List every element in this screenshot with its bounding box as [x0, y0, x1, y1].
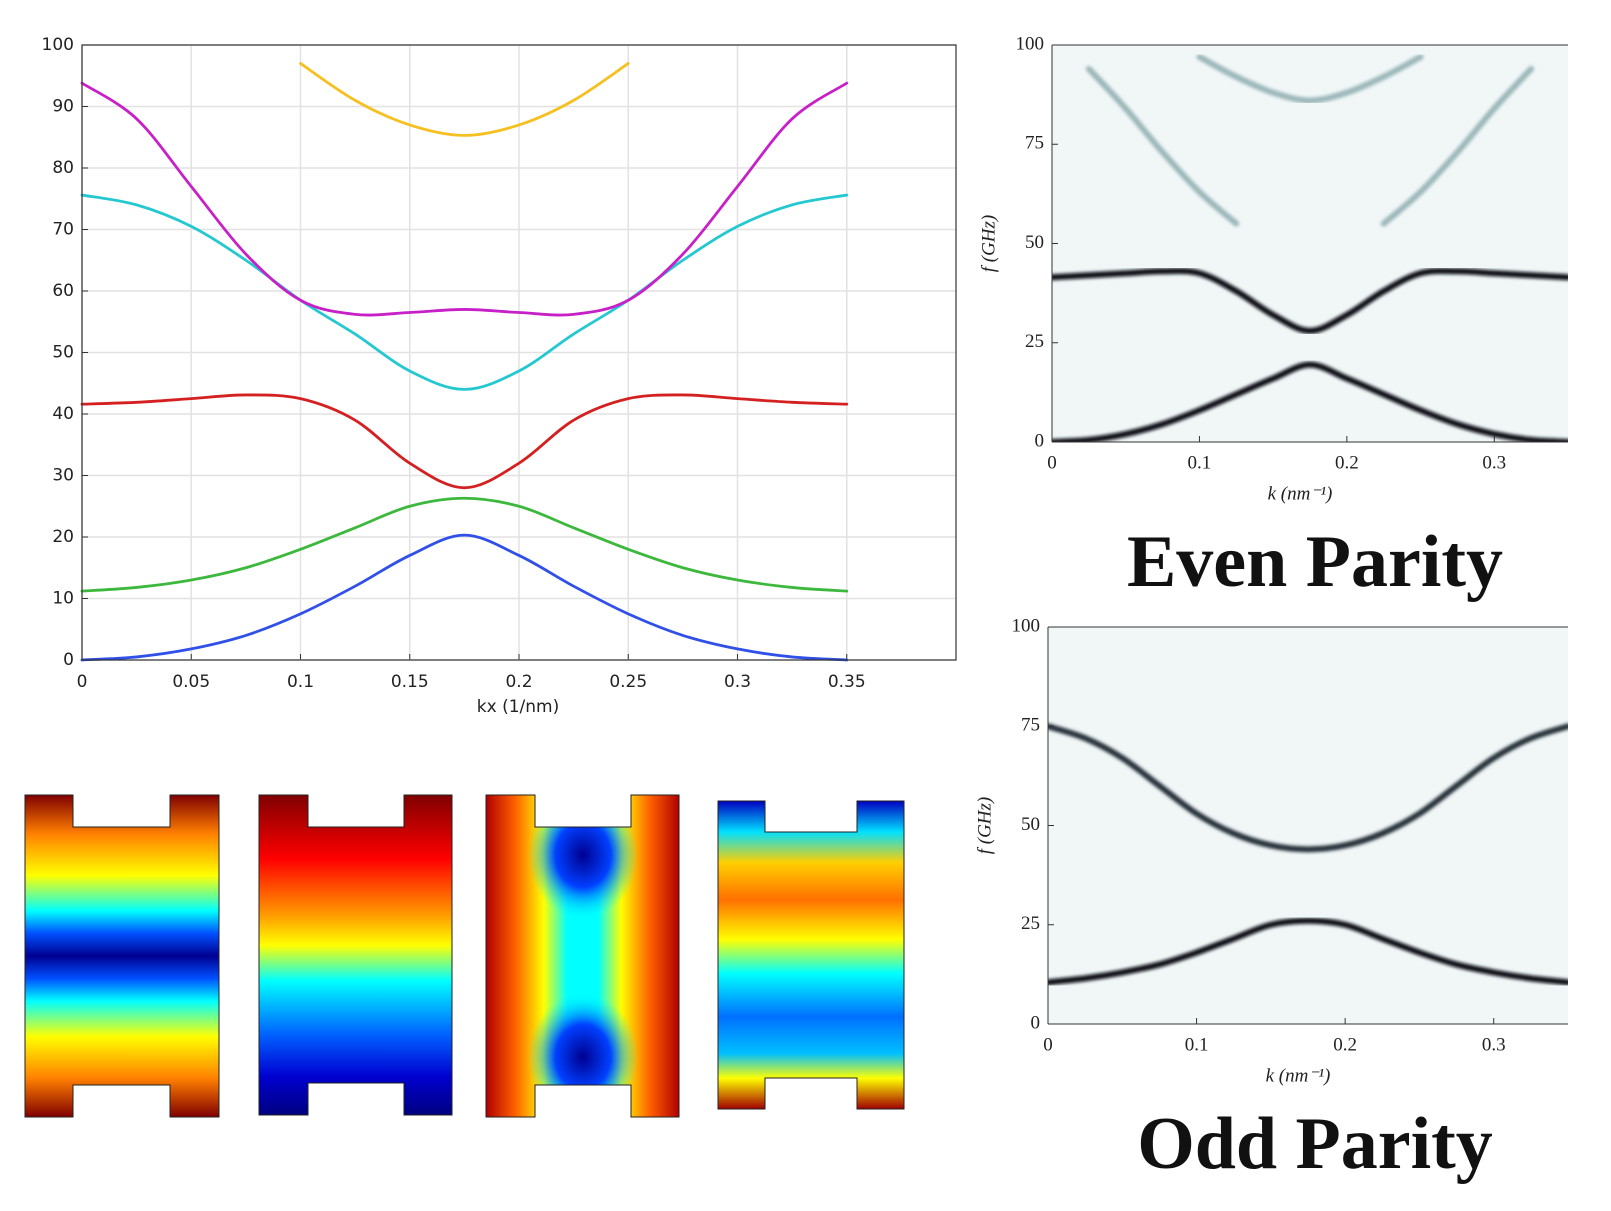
y-tick-label: 30: [52, 466, 74, 486]
x-tick-label: 0: [1043, 1034, 1053, 1055]
y-tick-label: 80: [52, 158, 74, 178]
y-tick-label: 40: [52, 404, 74, 424]
x-tick-label: 0.2: [505, 672, 532, 692]
density-band: [1048, 917, 1568, 986]
x-tick-label: 0.3: [1482, 452, 1506, 473]
y-tick-label: 20: [52, 527, 74, 547]
y-tick-label: 25: [1021, 913, 1040, 934]
y-axis-label: f (GHz): [978, 215, 999, 273]
mode-3-outline: [485, 794, 680, 1118]
x-tick-label: 0.2: [1333, 1034, 1357, 1055]
line: [80, 533, 849, 662]
mode-3: [486, 795, 679, 1117]
density-band: [1085, 65, 1535, 227]
line: [80, 393, 849, 490]
line: [299, 62, 630, 137]
x-tick-label: 0.3: [724, 672, 751, 692]
y-tick-label: 0: [63, 650, 74, 670]
y-tick-label: 75: [1021, 715, 1040, 736]
y-tick-label: 10: [52, 589, 74, 609]
mode-3-lobe: [528, 992, 638, 1117]
x-tick-label: 0.1: [287, 672, 314, 692]
x-tick-label: 0.15: [391, 672, 429, 692]
y-tick-label: 25: [1025, 331, 1044, 352]
y-tick-label: 100: [1012, 615, 1041, 636]
x-tick-label: 0.35: [828, 672, 866, 692]
y-tick-label: 75: [1025, 133, 1044, 154]
y-tick-label: 0: [1035, 430, 1045, 451]
y-tick-label: 50: [1021, 814, 1040, 835]
mode-shapes: [24, 794, 905, 1118]
density-band: [1052, 361, 1568, 442]
x-tick-label: 0.3: [1482, 1034, 1506, 1055]
line: [80, 496, 849, 593]
y-tick-label: 90: [52, 97, 74, 117]
y-tick-label: 100: [1016, 33, 1045, 54]
x-axis-label: k (nm⁻¹): [1268, 483, 1333, 504]
line: [80, 81, 849, 317]
x-axis-label: kx (1/nm): [477, 697, 559, 717]
density-plot: [1048, 723, 1568, 986]
y-tick-label: 50: [1025, 232, 1044, 253]
density-band: [1048, 723, 1568, 853]
x-tick-label: 0.2: [1335, 452, 1359, 473]
x-tick-label: 0.05: [172, 672, 210, 692]
chart-title: Even Parity: [1127, 521, 1503, 603]
plot-frame: [81, 44, 957, 661]
mode-4: [717, 800, 905, 1110]
y-tick-label: 100: [42, 35, 74, 55]
x-tick-label: 0: [77, 672, 88, 692]
mode-3-lobe: [528, 795, 638, 920]
x-tick-label: 0.1: [1185, 1034, 1209, 1055]
y-tick-label: 50: [52, 343, 74, 363]
density-plot: [1052, 53, 1568, 442]
density-band: [1196, 53, 1424, 104]
chart-title: Odd Parity: [1137, 1103, 1493, 1185]
y-tick-label: 70: [52, 220, 74, 240]
density-band: [1052, 268, 1568, 334]
x-tick-label: 0.25: [609, 672, 647, 692]
mode-2: [258, 794, 453, 1116]
x-tick-label: 0: [1047, 452, 1057, 473]
density-background: [1052, 45, 1568, 442]
mode-1: [24, 794, 220, 1118]
line: [80, 193, 849, 391]
density-background: [1048, 627, 1568, 1024]
x-axis-label: k (nm⁻¹): [1266, 1065, 1331, 1086]
y-tick-label: 60: [52, 281, 74, 301]
x-tick-label: 0.1: [1188, 452, 1212, 473]
y-axis-label: f (GHz): [974, 797, 995, 855]
y-tick-label: 0: [1031, 1012, 1041, 1033]
